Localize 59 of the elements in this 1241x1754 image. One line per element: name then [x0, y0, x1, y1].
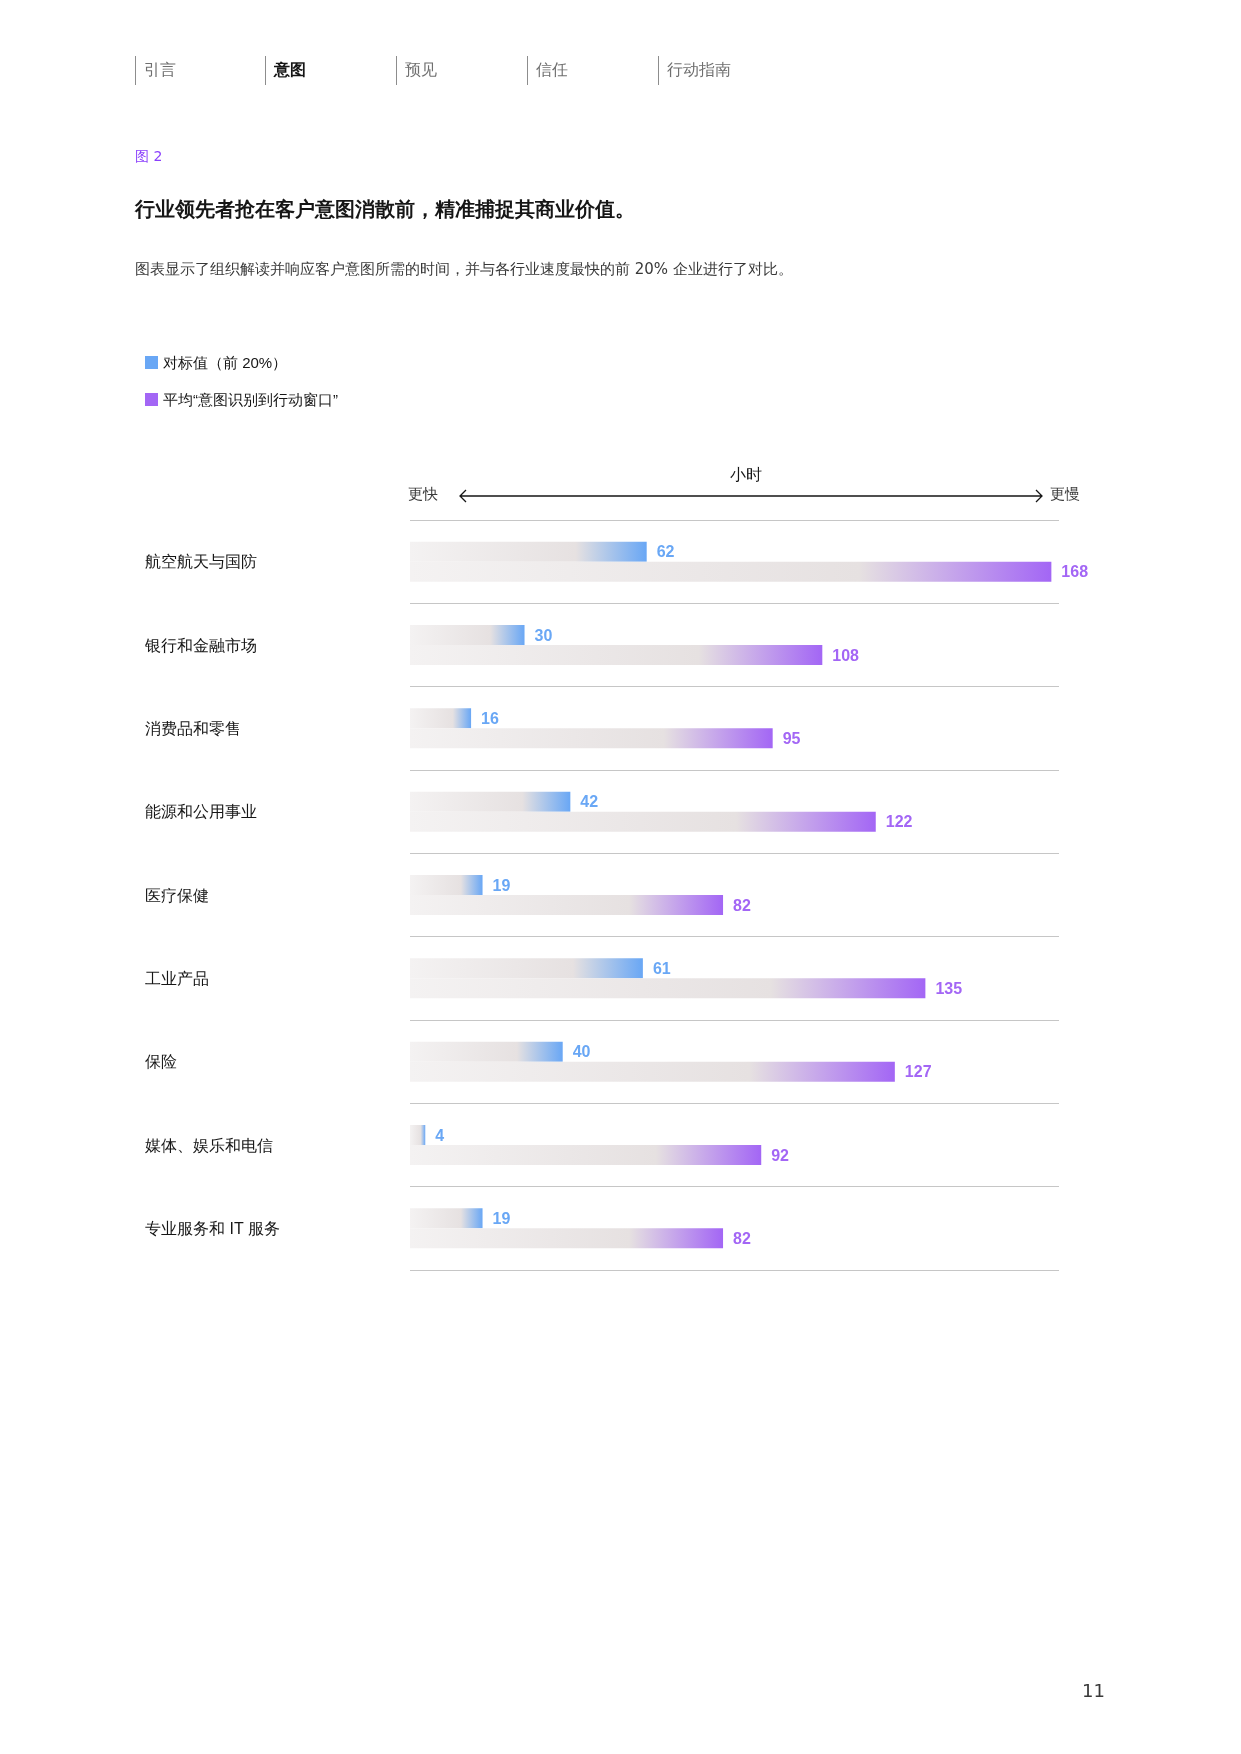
- data-label: 108: [832, 646, 860, 664]
- text: 意图: [265, 56, 314, 85]
- bar: [410, 1208, 483, 1229]
- bar: [410, 811, 876, 832]
- text: 信任: [527, 56, 576, 85]
- data-label: 16: [481, 709, 499, 727]
- bar: [410, 791, 571, 812]
- bar: [410, 875, 483, 895]
- data-label: 19: [492, 1209, 511, 1227]
- bar: [410, 625, 525, 645]
- bar: [410, 1061, 895, 1082]
- legend-label: 平均“意图识别到行动窗口”: [163, 391, 338, 408]
- data-label: 61: [652, 959, 671, 977]
- y-tick-label: 医疗保健: [145, 886, 209, 904]
- bar: [410, 645, 823, 665]
- text: 更快: [408, 485, 438, 504]
- bar: [410, 1228, 724, 1249]
- y-tick-label: 保险: [145, 1053, 177, 1071]
- data-label: 62: [656, 543, 675, 561]
- legend-label: 对标值（前 20%）: [163, 354, 288, 371]
- bar: [410, 958, 643, 979]
- data-label: 4: [435, 1126, 445, 1144]
- y-tick-label: 专业服务和 IT 服务: [145, 1219, 280, 1237]
- chart-title: 行业领先者抢在客户意图消散前，精准捕捉其商业价值。: [135, 196, 635, 223]
- data-label: 42: [580, 793, 599, 811]
- bar: [410, 1145, 762, 1165]
- data-label: 30: [534, 626, 553, 644]
- bar: [410, 1041, 563, 1062]
- text: 11: [1082, 1680, 1105, 1701]
- data-label: 92: [771, 1146, 790, 1164]
- caption: 图 2: [135, 148, 163, 166]
- data-label: 40: [572, 1043, 591, 1061]
- y-tick-label: 航空航天与国防: [145, 553, 257, 571]
- chart-subtitle: 图表显示了组织解读并响应客户意图所需的时间，并与各行业速度最快的前 20% 企业进行了对比。: [135, 260, 793, 279]
- data-label: 168: [1061, 563, 1089, 581]
- bar: [410, 708, 472, 729]
- data-label: 82: [733, 896, 751, 914]
- text: 预见: [396, 56, 445, 85]
- bar: [410, 978, 926, 999]
- bar: [410, 541, 647, 562]
- text: 引言: [135, 56, 184, 85]
- bar: [410, 561, 1052, 582]
- data-label: 122: [885, 813, 913, 831]
- y-tick-label: 能源和公用事业: [145, 803, 257, 821]
- data-label: 82: [733, 1229, 751, 1247]
- text: 行动指南: [658, 56, 739, 85]
- y-tick-label: 工业产品: [145, 969, 209, 987]
- bar: [410, 1125, 426, 1145]
- bar: [410, 895, 724, 915]
- y-tick-label: 媒体、娱乐和电信: [145, 1136, 273, 1154]
- y-tick-label: 银行和金融市场: [144, 636, 257, 654]
- data-label: 135: [935, 979, 963, 997]
- bar: [410, 728, 773, 749]
- x-axis-title: 小时: [730, 465, 762, 486]
- data-label: 19: [492, 876, 511, 894]
- data-label: 127: [904, 1063, 932, 1081]
- data-label: 95: [782, 729, 801, 747]
- y-tick-label: 消费品和零售: [145, 719, 241, 737]
- text: 更慢: [1050, 485, 1080, 504]
